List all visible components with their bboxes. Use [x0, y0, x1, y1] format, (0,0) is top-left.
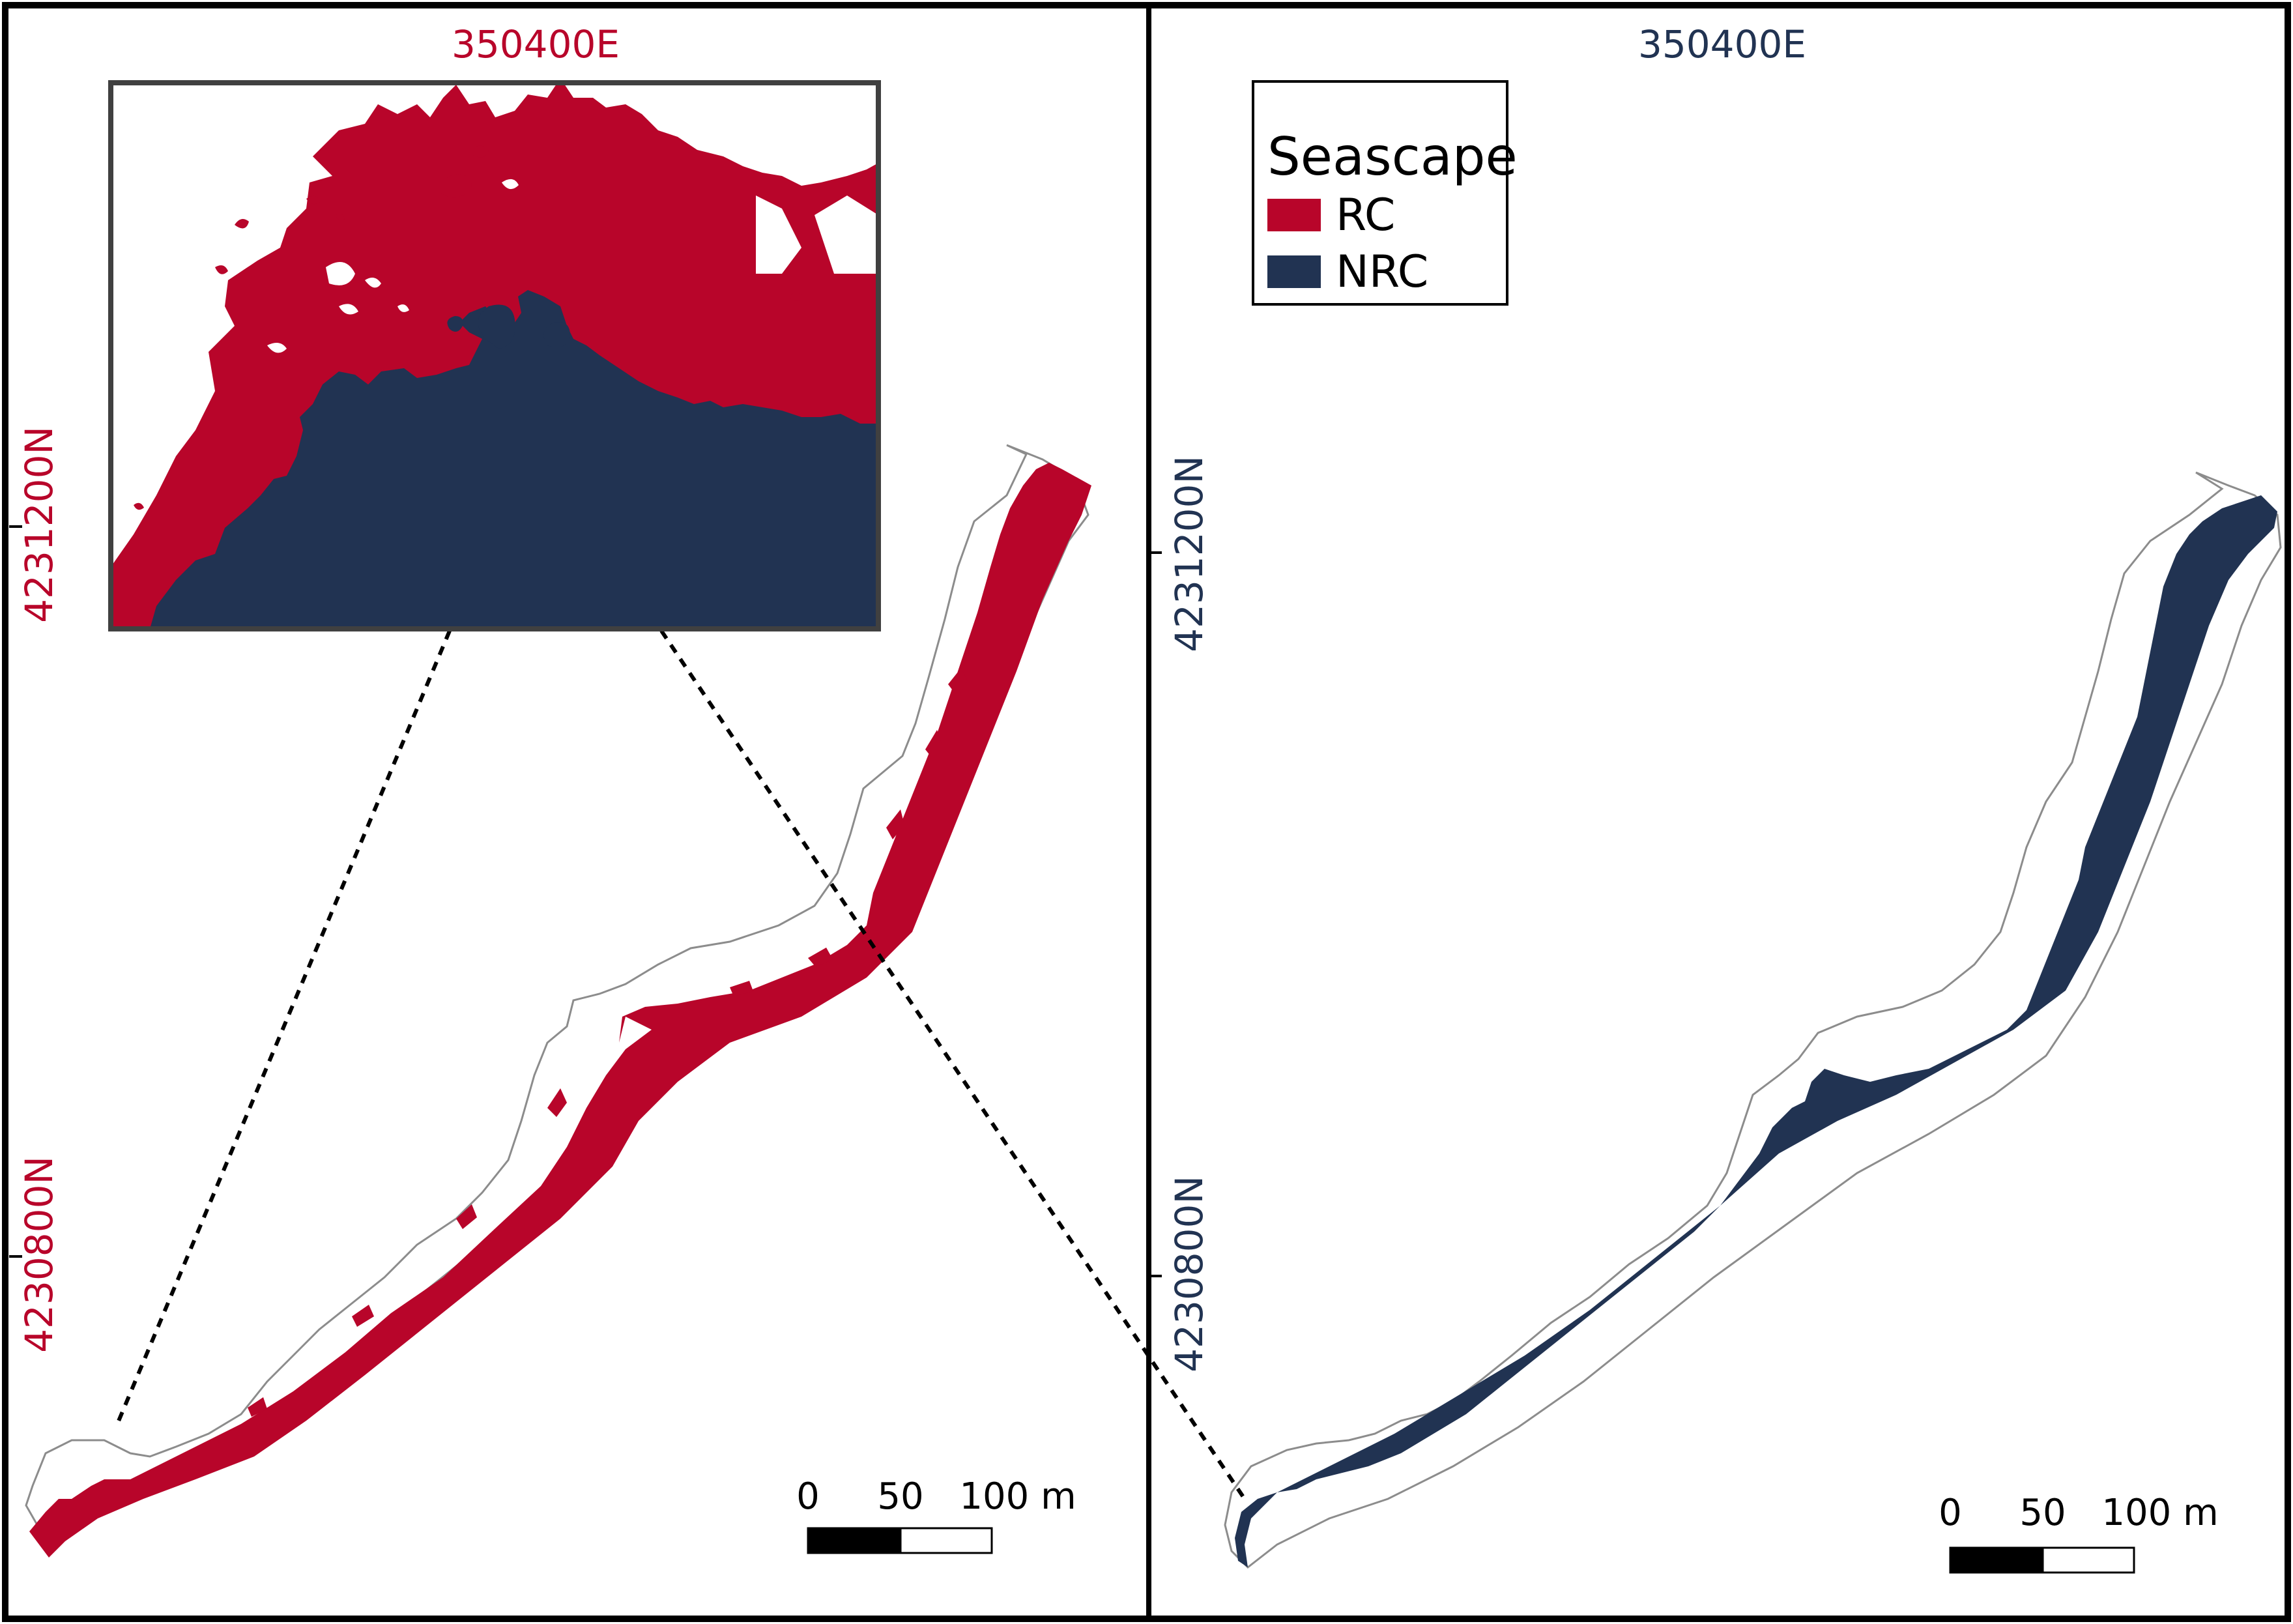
right-scale-tick-0: 0	[1939, 1492, 1962, 1534]
legend-swatch-rc	[1267, 199, 1321, 231]
inset-connector-left	[114, 630, 452, 1428]
zoom-inset	[108, 80, 881, 631]
right-map-panel: Seascape RC NRC 0 50 100 m 350400E 42312…	[1149, 22, 2282, 1574]
right-scale-tick-50: 50	[2019, 1492, 2066, 1534]
left-rc-fragments	[248, 668, 968, 1417]
right-northing-bottom-label: 4230800N	[1167, 1176, 1211, 1372]
right-nrc-band	[1235, 495, 2277, 1567]
inset-rc-gaps	[111, 179, 878, 495]
inset-rc-specks	[134, 145, 804, 510]
right-scale-tick-100: 100 m	[2101, 1492, 2218, 1534]
right-coast-outline	[1224, 471, 2282, 1569]
legend-label-nrc: NRC	[1336, 246, 1428, 298]
legend: Seascape RC NRC	[1252, 80, 1518, 306]
left-scale-tick-0: 0	[796, 1475, 820, 1518]
left-scale-tick-50: 50	[877, 1475, 923, 1518]
left-map-panel: 0 50 100 m 350400E 4231200N 4230800N	[9, 22, 1247, 1558]
left-scale-bar	[807, 1527, 993, 1554]
right-easting-label: 350400E	[1638, 22, 1806, 66]
right-scale-bar	[1949, 1546, 2135, 1574]
inset-nrc-blobs	[447, 304, 570, 349]
inset-frame	[108, 80, 881, 631]
left-northing-bottom-label: 4230800N	[17, 1156, 61, 1353]
left-scale-tick-100: 100 m	[959, 1475, 1076, 1518]
legend-title: Seascape	[1267, 126, 1518, 187]
right-northing-top-label: 4231200N	[1167, 456, 1211, 652]
left-easting-label: 350400E	[452, 22, 620, 66]
inset-nrc-area	[150, 290, 878, 629]
legend-label-rc: RC	[1336, 190, 1395, 241]
legend-swatch-nrc	[1267, 255, 1321, 288]
left-northing-top-label: 4231200N	[17, 426, 61, 623]
